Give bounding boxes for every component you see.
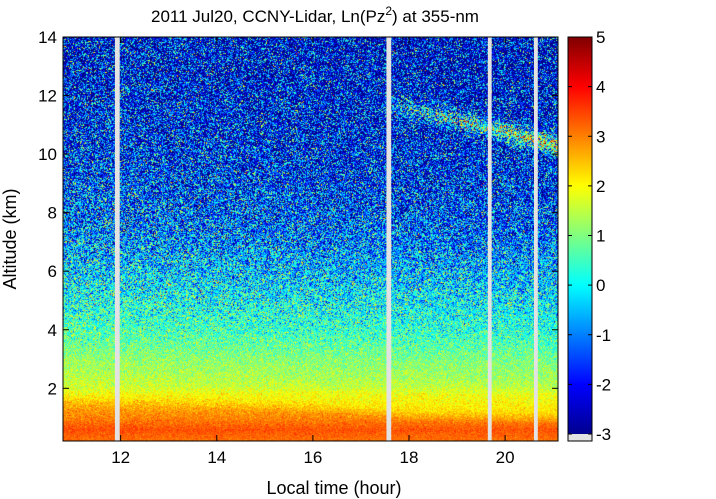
colorbar-tick-label: -3 [596,425,611,444]
colorbar-tick-label: 4 [596,78,605,97]
data-gap [114,37,120,441]
data-gap [533,37,538,441]
colorbar-tick-label: 5 [596,28,605,47]
data-gap [386,37,392,441]
title-superscript: 2 [385,4,392,18]
x-tick-label: 20 [496,448,515,467]
colorbar: -3 -2 -1 0 1 2 3 4 5 [567,28,611,444]
data-gap [487,37,492,441]
x-tick-label: 16 [303,448,322,467]
plot-area: 12 14 16 18 20 2 4 6 8 10 12 14 [38,28,559,467]
title-suffix: ) at 355-nm [392,7,479,26]
heatmap-image [63,37,558,441]
y-axis-label: Altitude (km) [0,188,20,289]
colorbar-tick-label: 0 [596,276,605,295]
y-tick-label: 4 [48,321,57,340]
title-prefix: 2011 Jul20, CCNY-Lidar, Ln(Pz [151,7,385,26]
plot-frame [62,36,559,442]
chart-title: 2011 Jul20, CCNY-Lidar, Ln(Pz2) at 355-n… [151,4,479,26]
x-tick-label: 12 [111,448,130,467]
x-tick-label: 18 [400,448,419,467]
colorbar-underflow [568,434,592,441]
x-tick-label: 14 [207,448,226,467]
colorbar-tick-label: -2 [596,375,611,394]
data-gaps [114,37,538,441]
y-tick-label: 12 [38,87,57,106]
colorbar-tick-label: 1 [596,227,605,246]
y-tick-label: 14 [38,28,57,47]
y-tick-label: 2 [48,379,57,398]
y-tick-label: 8 [48,204,57,223]
y-axis: 2 4 6 8 10 12 14 [38,28,558,398]
colorbar-tick-label: -1 [596,326,611,345]
x-axis: 12 14 16 18 20 [111,37,515,467]
y-tick-label: 10 [38,145,57,164]
x-axis-label: Local time (hour) [266,478,401,498]
colorbar-tick-label: 2 [596,177,605,196]
colorbar-tick-label: 3 [596,127,605,146]
y-tick-label: 6 [48,262,57,281]
colorbar-frame [567,36,593,442]
colorbar-ticks: -3 -2 -1 0 1 2 3 4 5 [568,28,611,444]
